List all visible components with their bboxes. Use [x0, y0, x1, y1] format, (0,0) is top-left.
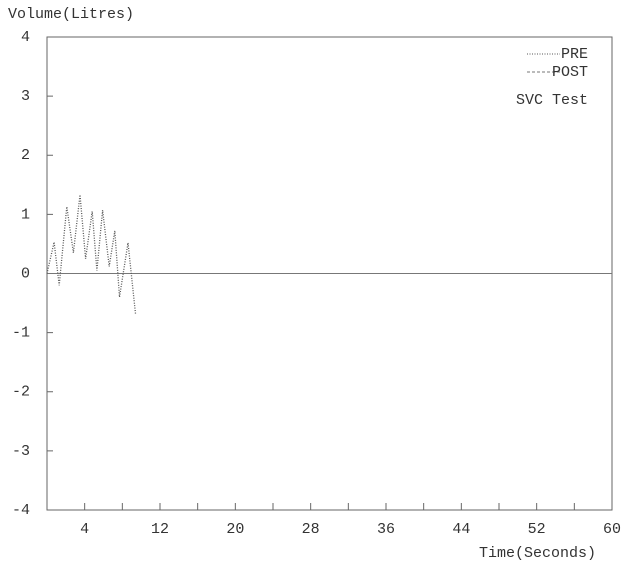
y-tick-label: 4	[21, 29, 30, 46]
x-tick-label: 36	[377, 521, 395, 538]
x-tick-label: 44	[452, 521, 470, 538]
y-tick-label: -4	[12, 502, 30, 519]
x-tick-label: 4	[80, 521, 89, 538]
x-tick-label: 28	[302, 521, 320, 538]
y-axis-label: Volume(Litres)	[8, 6, 134, 23]
y-tick-label: 2	[21, 147, 30, 164]
y-tick-label: -1	[12, 325, 30, 342]
y-tick-label: 1	[21, 206, 30, 223]
legend-label: POST	[552, 64, 588, 81]
legend-label: PRE	[561, 46, 588, 63]
x-axis-label: Time(Seconds)	[479, 545, 596, 562]
x-tick-label: 12	[151, 521, 169, 538]
x-tick-label: 20	[226, 521, 244, 538]
y-tick-label: 3	[21, 88, 30, 105]
annotation: SVC Test	[516, 92, 588, 109]
y-tick-label: -3	[12, 443, 30, 460]
x-tick-label: 52	[528, 521, 546, 538]
y-tick-label: 0	[21, 265, 30, 282]
series-line	[46, 194, 137, 314]
y-tick-label: -2	[12, 384, 30, 401]
x-tick-label: 60	[603, 521, 621, 538]
